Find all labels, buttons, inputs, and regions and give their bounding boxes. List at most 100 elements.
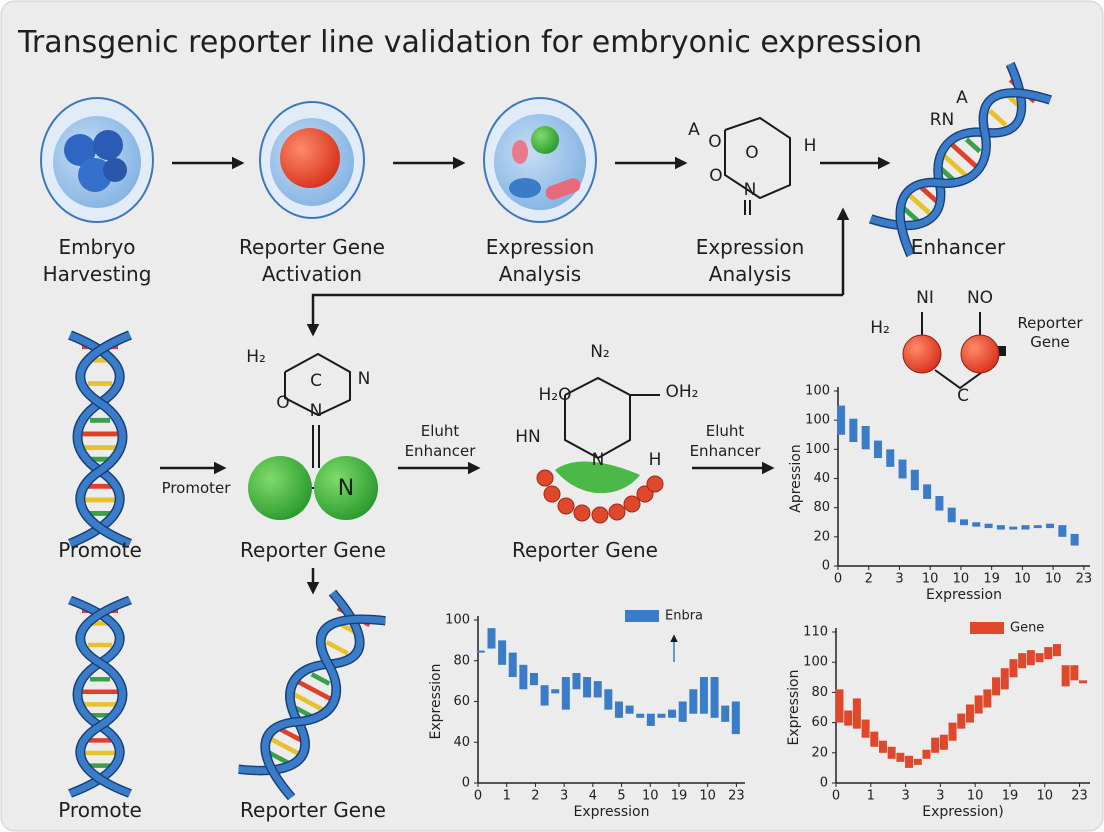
- step-label: Reporter Gene: [239, 235, 385, 259]
- atom: O: [276, 393, 289, 413]
- atom: O: [709, 166, 722, 186]
- candle: [1026, 650, 1035, 666]
- chart: 0 20 60 80 100 110 0 1 3 3 10 19 10 23 Expression) Expr…: [786, 621, 1090, 820]
- y-tick-label: 40: [453, 735, 470, 750]
- x-tick-label: 0: [832, 789, 840, 804]
- title: Transgenic reporter line validation for …: [17, 25, 922, 60]
- x-tick-label: 10: [1036, 789, 1053, 804]
- y-tick-label: 20: [813, 529, 830, 544]
- candle: [551, 689, 560, 694]
- step-label: Promote: [58, 798, 142, 822]
- y-tick-label: 100: [803, 655, 828, 670]
- y-tick-label: 60: [811, 715, 828, 730]
- y-tick-label: 100: [805, 413, 830, 428]
- legend-label: Enbra: [665, 609, 703, 624]
- candle: [910, 469, 919, 491]
- candle: [948, 722, 957, 741]
- x-tick-label: 10: [922, 572, 939, 587]
- candle: [583, 677, 592, 698]
- x-tick-label: 19: [983, 572, 1000, 587]
- x-tick-label: 10: [699, 789, 716, 804]
- legend-swatch: [625, 610, 659, 622]
- candle: [519, 664, 528, 690]
- x-tick-label: 1: [503, 789, 511, 804]
- candle: [923, 484, 932, 499]
- arrow-label: Promoter: [162, 479, 232, 497]
- atom: NO: [967, 288, 993, 308]
- step-label: Activation: [262, 262, 362, 286]
- candle: [678, 701, 687, 722]
- candle: [896, 752, 905, 762]
- step-label: Promote: [58, 538, 142, 562]
- candle: [614, 701, 623, 718]
- atom: OH₂: [666, 382, 699, 402]
- x-tick-label: 10: [1045, 572, 1062, 587]
- y-tick-label: 0: [822, 559, 830, 574]
- candle: [561, 677, 570, 710]
- y-axis-label: Expression: [428, 664, 444, 740]
- candle: [1035, 653, 1044, 663]
- candle: [939, 734, 948, 750]
- candle: [1009, 526, 1018, 530]
- molecule-label: Gene: [1030, 333, 1070, 351]
- candle: [861, 719, 870, 738]
- x-axis-label: Expression: [574, 804, 650, 820]
- x-tick-label: 23: [1076, 572, 1093, 587]
- y-tick-label: 20: [811, 745, 828, 760]
- x-tick-label: 10: [1014, 572, 1031, 587]
- candle: [898, 459, 907, 479]
- candle: [731, 701, 740, 735]
- candle: [852, 698, 861, 729]
- candle: [913, 758, 922, 765]
- x-tick-label: 0: [474, 789, 482, 804]
- step-label: Analysis: [709, 262, 791, 286]
- arrow-label: Enhancer: [405, 442, 477, 460]
- candle: [668, 709, 677, 718]
- molecule-4: [902, 312, 1006, 390]
- step-label: Enhancer: [911, 235, 1006, 259]
- candle: [905, 755, 914, 768]
- candle: [476, 650, 485, 653]
- candle: [1000, 668, 1009, 690]
- x-tick-label: 0: [834, 572, 842, 587]
- atom: H₂O: [539, 385, 572, 405]
- atom: C: [310, 371, 322, 391]
- x-tick-label: 3: [936, 789, 944, 804]
- atom: H₂: [870, 318, 890, 338]
- candle: [870, 731, 879, 747]
- candle: [972, 522, 981, 527]
- candle: [844, 710, 853, 726]
- step-label: Expression: [486, 235, 595, 259]
- cell-activation: [259, 101, 365, 219]
- x-tick-label: 3: [560, 789, 568, 804]
- candle: [529, 672, 538, 686]
- candle: [540, 685, 549, 706]
- atom: O: [708, 132, 721, 152]
- x-tick-label: 19: [671, 789, 688, 804]
- candle: [1058, 525, 1067, 537]
- y-axis-label: Expression: [786, 670, 802, 746]
- candle: [837, 405, 846, 435]
- labels: Embryo Harvesting Reporter Gene Activati…: [43, 88, 1084, 822]
- y-tick-label: 100: [805, 384, 830, 399]
- candle: [849, 418, 858, 443]
- candle: [886, 449, 895, 467]
- x-tick-label: 4: [589, 789, 597, 804]
- atom: N₂: [590, 342, 610, 362]
- x-axis-label: Expression): [922, 804, 1003, 820]
- candle: [604, 689, 613, 710]
- candle: [699, 677, 708, 714]
- candle: [1070, 665, 1079, 681]
- x-tick-label: 10: [967, 789, 984, 804]
- arrow-label: Eluht: [706, 422, 745, 440]
- x-tick-label: 2: [531, 789, 539, 804]
- atom: H: [649, 450, 662, 470]
- atom: A: [956, 88, 968, 108]
- atom: RN: [930, 110, 955, 130]
- candle: [931, 737, 940, 753]
- atom: H: [804, 136, 817, 156]
- candle: [657, 713, 666, 718]
- legend-label: Gene: [1010, 621, 1044, 636]
- atom: O: [745, 143, 758, 163]
